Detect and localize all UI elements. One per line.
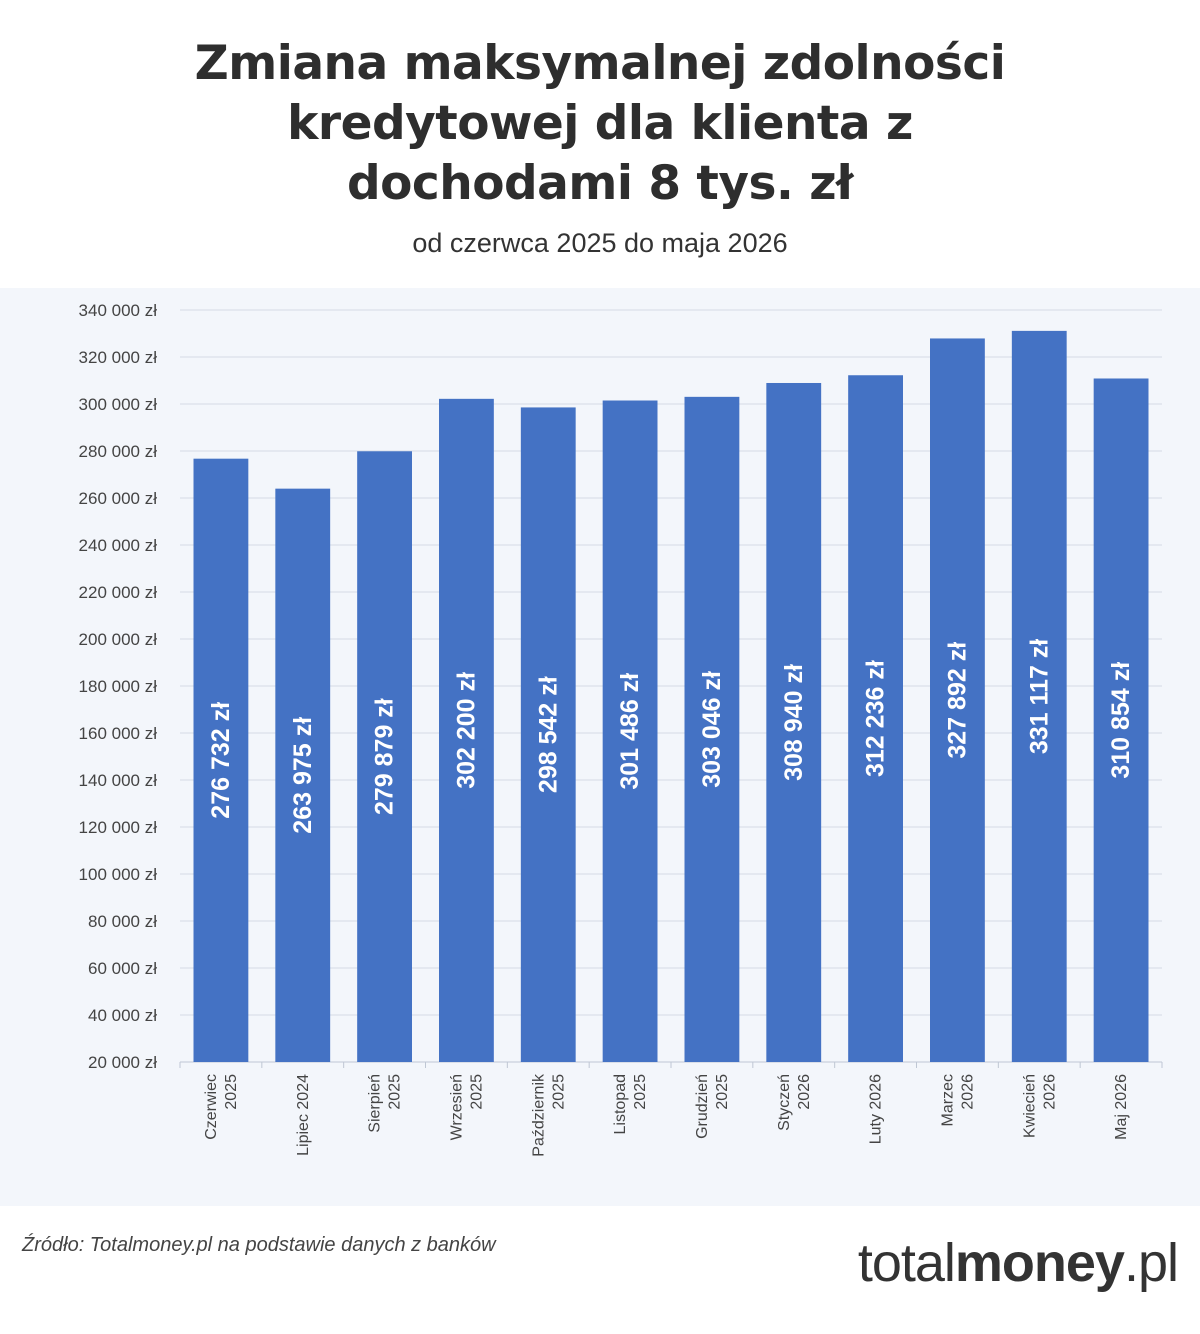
bar-value-label: 303 046 zł (698, 671, 726, 788)
y-tick-label: 300 000 zł (79, 395, 158, 414)
x-tick-label: Październik 2025 (530, 1073, 567, 1157)
title-line-3: dochodami 8 tys. zł (346, 156, 854, 211)
bar (766, 382, 822, 1063)
x-tick-label: Styczeń 2026 (776, 1074, 813, 1131)
title-line-2: kredytowej dla klienta z (287, 96, 913, 151)
logo-light-text: total (857, 1233, 956, 1293)
bar-chart: 20 000 zł 40 000 zł 60 000 zł 80 000 zł 100 … (79, 301, 1163, 1157)
bar-value-label: 327 892 zł (943, 642, 971, 759)
bar-value-label: 263 975 zł (289, 717, 317, 834)
bar-value-label: 312 236 zł (862, 660, 890, 777)
bar (1093, 378, 1149, 1062)
bar (602, 400, 658, 1062)
y-tick-label: 280 000 zł (79, 442, 158, 461)
chart-subtitle: od czerwca 2025 do maja 2026 (412, 228, 788, 258)
bar-value-label: 302 200 zł (452, 672, 480, 789)
y-tick-label: 200 000 zł (79, 630, 158, 649)
y-tick-label: 180 000 zł (79, 677, 158, 696)
bar (684, 396, 740, 1062)
bar (520, 407, 576, 1063)
y-tick-label: 60 000 zł (88, 959, 157, 978)
y-tick-label: 120 000 zł (79, 818, 158, 837)
x-tick-label: Wrzesień 2025 (448, 1074, 485, 1140)
bar-value-label: 310 854 zł (1107, 662, 1135, 779)
bar (848, 375, 903, 1063)
bar (357, 451, 412, 1062)
x-tick-label: Sierpień 2025 (367, 1074, 404, 1133)
y-tick-label: 240 000 zł (79, 536, 158, 555)
x-tick-label: Marzec 2026 (939, 1074, 976, 1127)
logo-bold-text: money (954, 1233, 1125, 1293)
y-tick-label: 20 000 zł (88, 1053, 157, 1072)
bar-value-label: 298 542 zł (534, 676, 562, 793)
bar (930, 338, 985, 1062)
y-tick-label: 220 000 zł (79, 583, 158, 602)
y-tick-label: 80 000 zł (88, 912, 157, 931)
x-tick-label: Lipiec 2024 (295, 1074, 312, 1156)
x-tick-label: Maj 2026 (1113, 1074, 1130, 1140)
x-tick-label: Luty 2026 (868, 1074, 885, 1144)
bar-value-label: 301 486 zł (616, 673, 644, 790)
y-tick-label: 140 000 zł (79, 771, 158, 790)
bar-value-label: 331 117 zł (1025, 639, 1053, 754)
y-tick-label: 100 000 zł (79, 865, 158, 884)
y-tick-label: 340 000 zł (79, 301, 158, 320)
y-tick-label: 160 000 zł (79, 724, 158, 743)
bar (275, 488, 331, 1062)
chart-panel: 20 000 zł 40 000 zł 60 000 zł 80 000 zł 100 … (0, 288, 1200, 1206)
logo-suffix-text: .pl (1123, 1233, 1179, 1293)
bar-value-label: 279 879 zł (371, 698, 399, 815)
y-tick-label: 320 000 zł (79, 348, 158, 367)
title-line-1: Zmiana maksymalnej zdolności (194, 36, 1006, 91)
bar-value-label: 308 940 zł (780, 664, 808, 781)
x-tick-label: Czerwiec 2025 (203, 1074, 240, 1140)
totalmoney-logo: totalmoney.pl (857, 1232, 1179, 1294)
bar-value-label: 276 732 zł (207, 702, 235, 819)
x-tick-label: Kwiecień 2026 (1021, 1074, 1058, 1138)
y-tick-label: 260 000 zł (79, 489, 158, 508)
bar (1011, 330, 1067, 1062)
x-tick-label: Grudzień 2025 (694, 1074, 731, 1139)
source-note: Źródło: Totalmoney.pl na podstawie danyc… (22, 1234, 496, 1256)
x-tick-label: Listopad 2025 (612, 1074, 649, 1135)
chart-title: Zmiana maksymalnej zdolności kredytowej … (0, 34, 1200, 214)
y-tick-label: 40 000 zł (88, 1006, 157, 1025)
bar (439, 398, 494, 1062)
bar (193, 458, 249, 1062)
